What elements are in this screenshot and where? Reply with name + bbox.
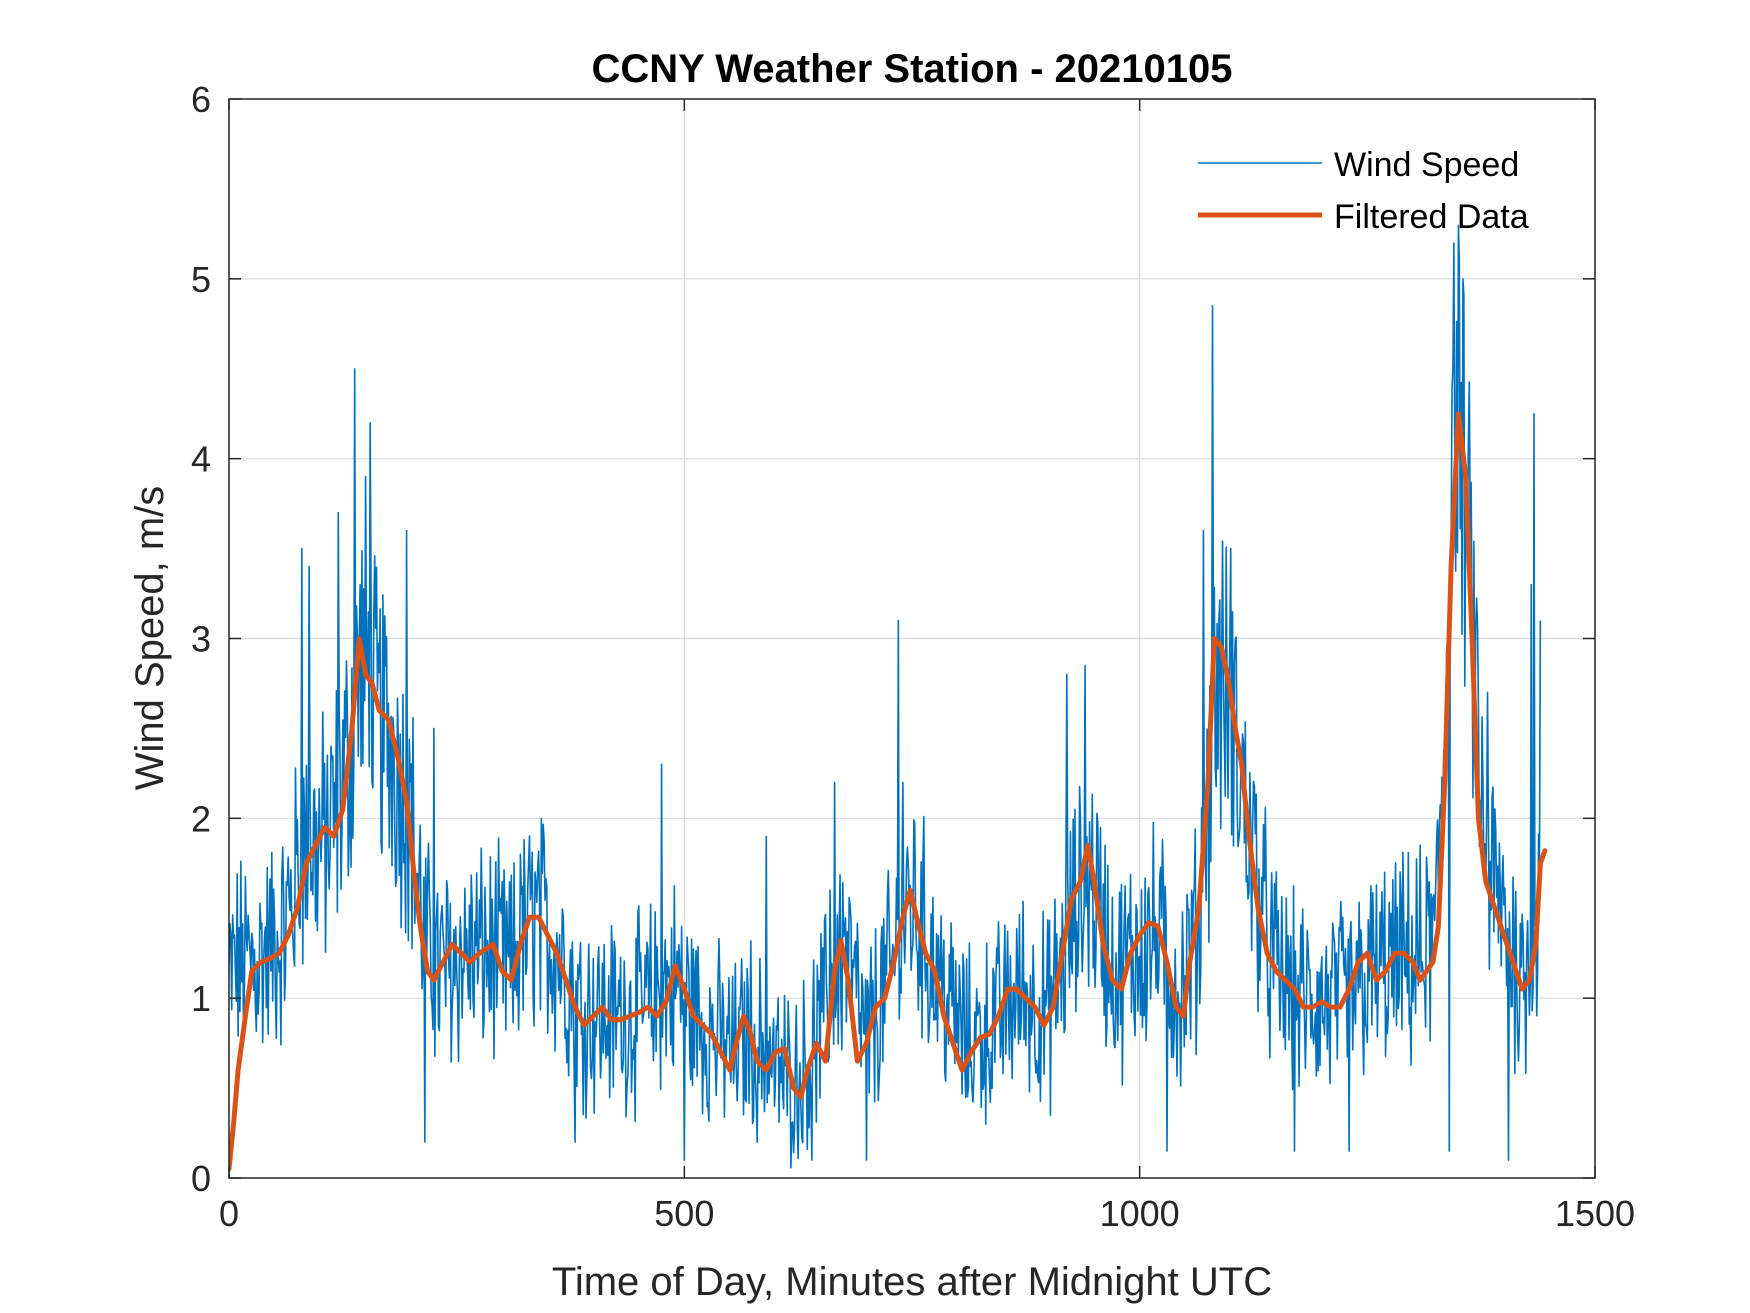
x-tick-labels: 0 500 1000 1500 [219,1193,1635,1234]
legend-label-filtered-data: Filtered Data [1334,198,1529,236]
x-tick-label: 0 [219,1193,239,1234]
x-tick-label: 1500 [1555,1193,1635,1234]
y-tick-label: 2 [191,798,211,839]
y-axis-label: Wind Speed, m/s [128,486,172,791]
legend-label-wind-speed: Wind Speed [1334,146,1519,184]
y-tick-label: 4 [191,439,211,480]
x-tick-label: 500 [654,1193,714,1234]
x-axis-label: Time of Day, Minutes after Midnight UTC [552,1260,1272,1304]
series-line-filtered-data [229,411,1548,1172]
plot-area [229,224,1548,1172]
y-tick-label: 3 [191,619,211,660]
tick-marks [228,98,1596,1179]
y-tick-label: 5 [191,259,211,300]
chart-title: CCNY Weather Station - 20210105 [592,47,1233,91]
legend: Wind Speed Filtered Data [1198,146,1529,236]
y-tick-label: 1 [191,978,211,1019]
x-tick-label: 1000 [1100,1193,1180,1234]
series-line-wind-speed [229,224,1542,1169]
y-tick-label: 0 [191,1158,211,1199]
y-tick-label: 6 [191,79,211,120]
y-tick-labels: 0 1 2 3 4 5 6 [191,79,211,1199]
series-layer [229,224,1548,1172]
